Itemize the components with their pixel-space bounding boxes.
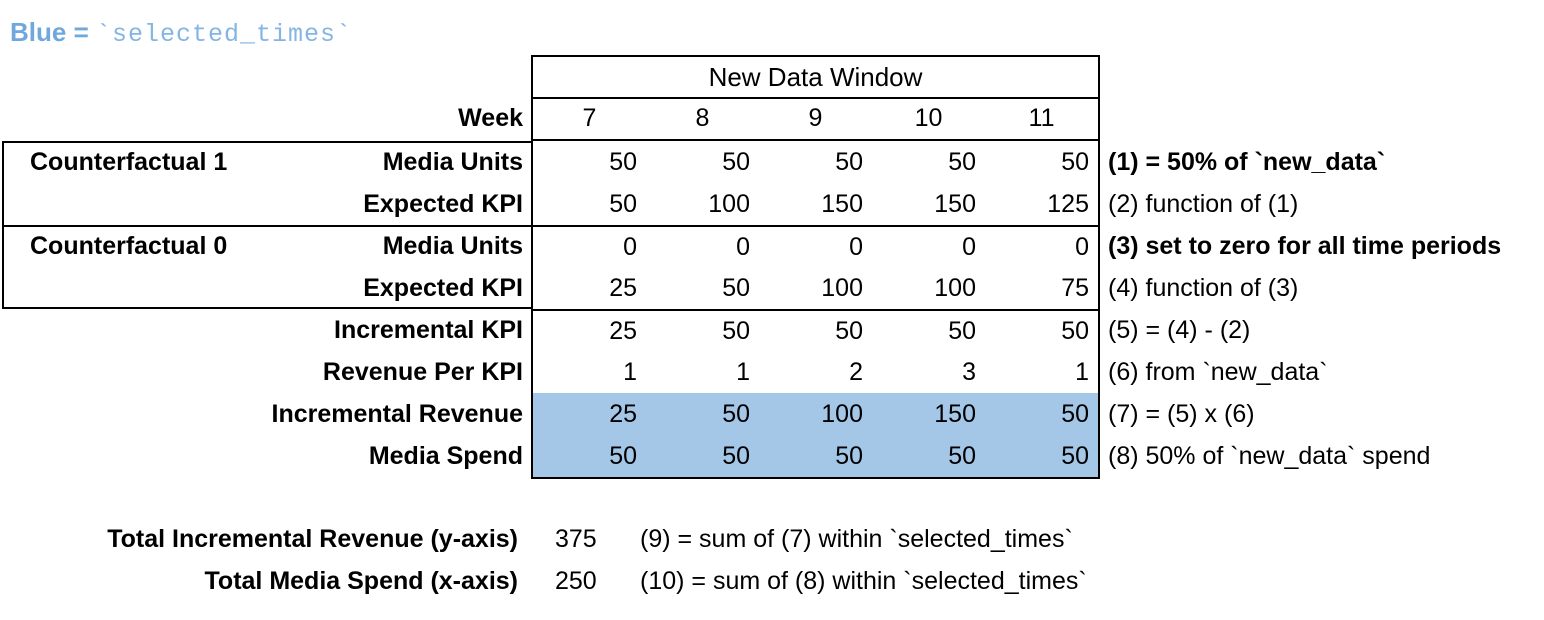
data-cell: 100 (821, 400, 863, 428)
data-cell: 100 (821, 274, 863, 302)
data-cell: 3 (962, 358, 976, 386)
table-row: 1 1 2 3 1 (533, 351, 1098, 393)
data-cell: 150 (934, 190, 976, 218)
row-annotation: (1) = 50% of `new_data` (1108, 148, 1386, 176)
total-media-spend-value: 250 (555, 567, 597, 595)
data-cell: 0 (623, 233, 637, 261)
table-row: 25 50 100 150 50 (533, 393, 1098, 435)
data-cell: 0 (849, 233, 863, 261)
week-cell: 8 (695, 104, 710, 132)
data-cell: 75 (1061, 274, 1089, 302)
data-cell: 50 (722, 442, 750, 470)
row-label: Media Units (382, 148, 523, 176)
row-label: Incremental Revenue (271, 400, 524, 428)
data-cell: 150 (934, 400, 976, 428)
week-cell: 11 (1028, 104, 1055, 132)
week-column-label: Week (458, 104, 523, 132)
legend-blue-selected-times: Blue = `selected_times` (10, 17, 352, 49)
total-incremental-revenue-value: 375 (555, 525, 597, 553)
data-cell: 100 (934, 274, 976, 302)
data-cell: 25 (609, 274, 637, 302)
week-cell: 9 (808, 104, 823, 132)
table-row: 50 50 50 50 50 (533, 141, 1098, 183)
group-divider-line (4, 225, 531, 227)
data-cell: 1 (1075, 358, 1089, 386)
group-label-counterfactual-1: Counterfactual 1 (30, 148, 228, 176)
legend-prefix: Blue = (10, 17, 96, 47)
data-cell: 50 (1061, 148, 1089, 176)
total-media-spend-label: Total Media Spend (x-axis) (204, 567, 518, 595)
data-cell: 25 (609, 317, 637, 345)
table-row: 50 50 50 50 50 (533, 435, 1098, 477)
data-cell: 50 (835, 442, 863, 470)
data-cell: 100 (708, 190, 750, 218)
table-row: 0 0 0 0 0 (533, 225, 1098, 267)
data-cell: 50 (1061, 317, 1089, 345)
row-annotation: (3) set to zero for all time periods (1108, 232, 1502, 260)
counterfactual-group-boxes (2, 141, 531, 309)
row-annotation: (4) function of (3) (1108, 274, 1299, 302)
week-cell: 7 (582, 104, 597, 132)
data-cell: 50 (835, 317, 863, 345)
data-grid: New Data Window 7 8 9 10 11 50 50 50 50 50 50 100 1… (531, 55, 1100, 479)
data-cell: 50 (835, 148, 863, 176)
row-label: Media Spend (368, 442, 523, 470)
data-cell: 50 (1061, 442, 1089, 470)
data-cell: 50 (948, 148, 976, 176)
total-incremental-revenue-label: Total Incremental Revenue (y-axis) (107, 525, 518, 553)
data-cell: 50 (722, 148, 750, 176)
data-cell: 50 (722, 400, 750, 428)
row-annotation: (6) from `new_data` (1108, 358, 1328, 386)
data-cell: 0 (736, 233, 750, 261)
data-cell: 0 (962, 233, 976, 261)
row-label: Media Units (382, 232, 523, 260)
total-media-spend-note: (10) = sum of (8) within `selected_times… (640, 567, 1087, 595)
data-cell: 50 (609, 148, 637, 176)
total-incremental-revenue-note: (9) = sum of (7) within `selected_times` (640, 525, 1073, 553)
data-cell: 50 (948, 442, 976, 470)
table-row: 50 100 150 150 125 (533, 183, 1098, 225)
data-cell: 1 (623, 358, 637, 386)
data-cell: 50 (722, 317, 750, 345)
data-cell: 25 (609, 400, 637, 428)
table-row: 25 50 50 50 50 (533, 309, 1098, 351)
row-label: Expected KPI (363, 190, 523, 218)
row-label: Revenue Per KPI (322, 358, 523, 386)
new-data-window-header: New Data Window (533, 57, 1098, 99)
data-cell: 2 (849, 358, 863, 386)
row-label: Expected KPI (363, 274, 523, 302)
group-label-counterfactual-0: Counterfactual 0 (30, 232, 228, 260)
data-cell: 150 (821, 190, 863, 218)
data-cell: 125 (1047, 190, 1089, 218)
data-cell: 50 (609, 190, 637, 218)
data-cell: 50 (1061, 400, 1089, 428)
row-annotation: (7) = (5) x (6) (1108, 400, 1255, 428)
data-rows: 50 50 50 50 50 50 100 150 150 125 0 0 0 0 0 25 50 100 100 7… (533, 141, 1098, 477)
row-annotation: (8) 50% of `new_data` spend (1108, 442, 1431, 470)
row-label: Incremental KPI (334, 316, 523, 344)
row-annotation: (2) function of (1) (1108, 190, 1299, 218)
data-cell: 50 (609, 442, 637, 470)
data-cell: 50 (722, 274, 750, 302)
week-row: 7 8 9 10 11 (533, 99, 1098, 141)
legend-code: `selected_times` (95, 20, 353, 49)
table-row: 25 50 100 100 75 (533, 267, 1098, 309)
data-cell: 50 (948, 317, 976, 345)
data-cell: 0 (1075, 233, 1089, 261)
row-annotation: (5) = (4) - (2) (1108, 316, 1251, 344)
data-cell: 1 (736, 358, 750, 386)
week-cell: 10 (914, 104, 943, 132)
